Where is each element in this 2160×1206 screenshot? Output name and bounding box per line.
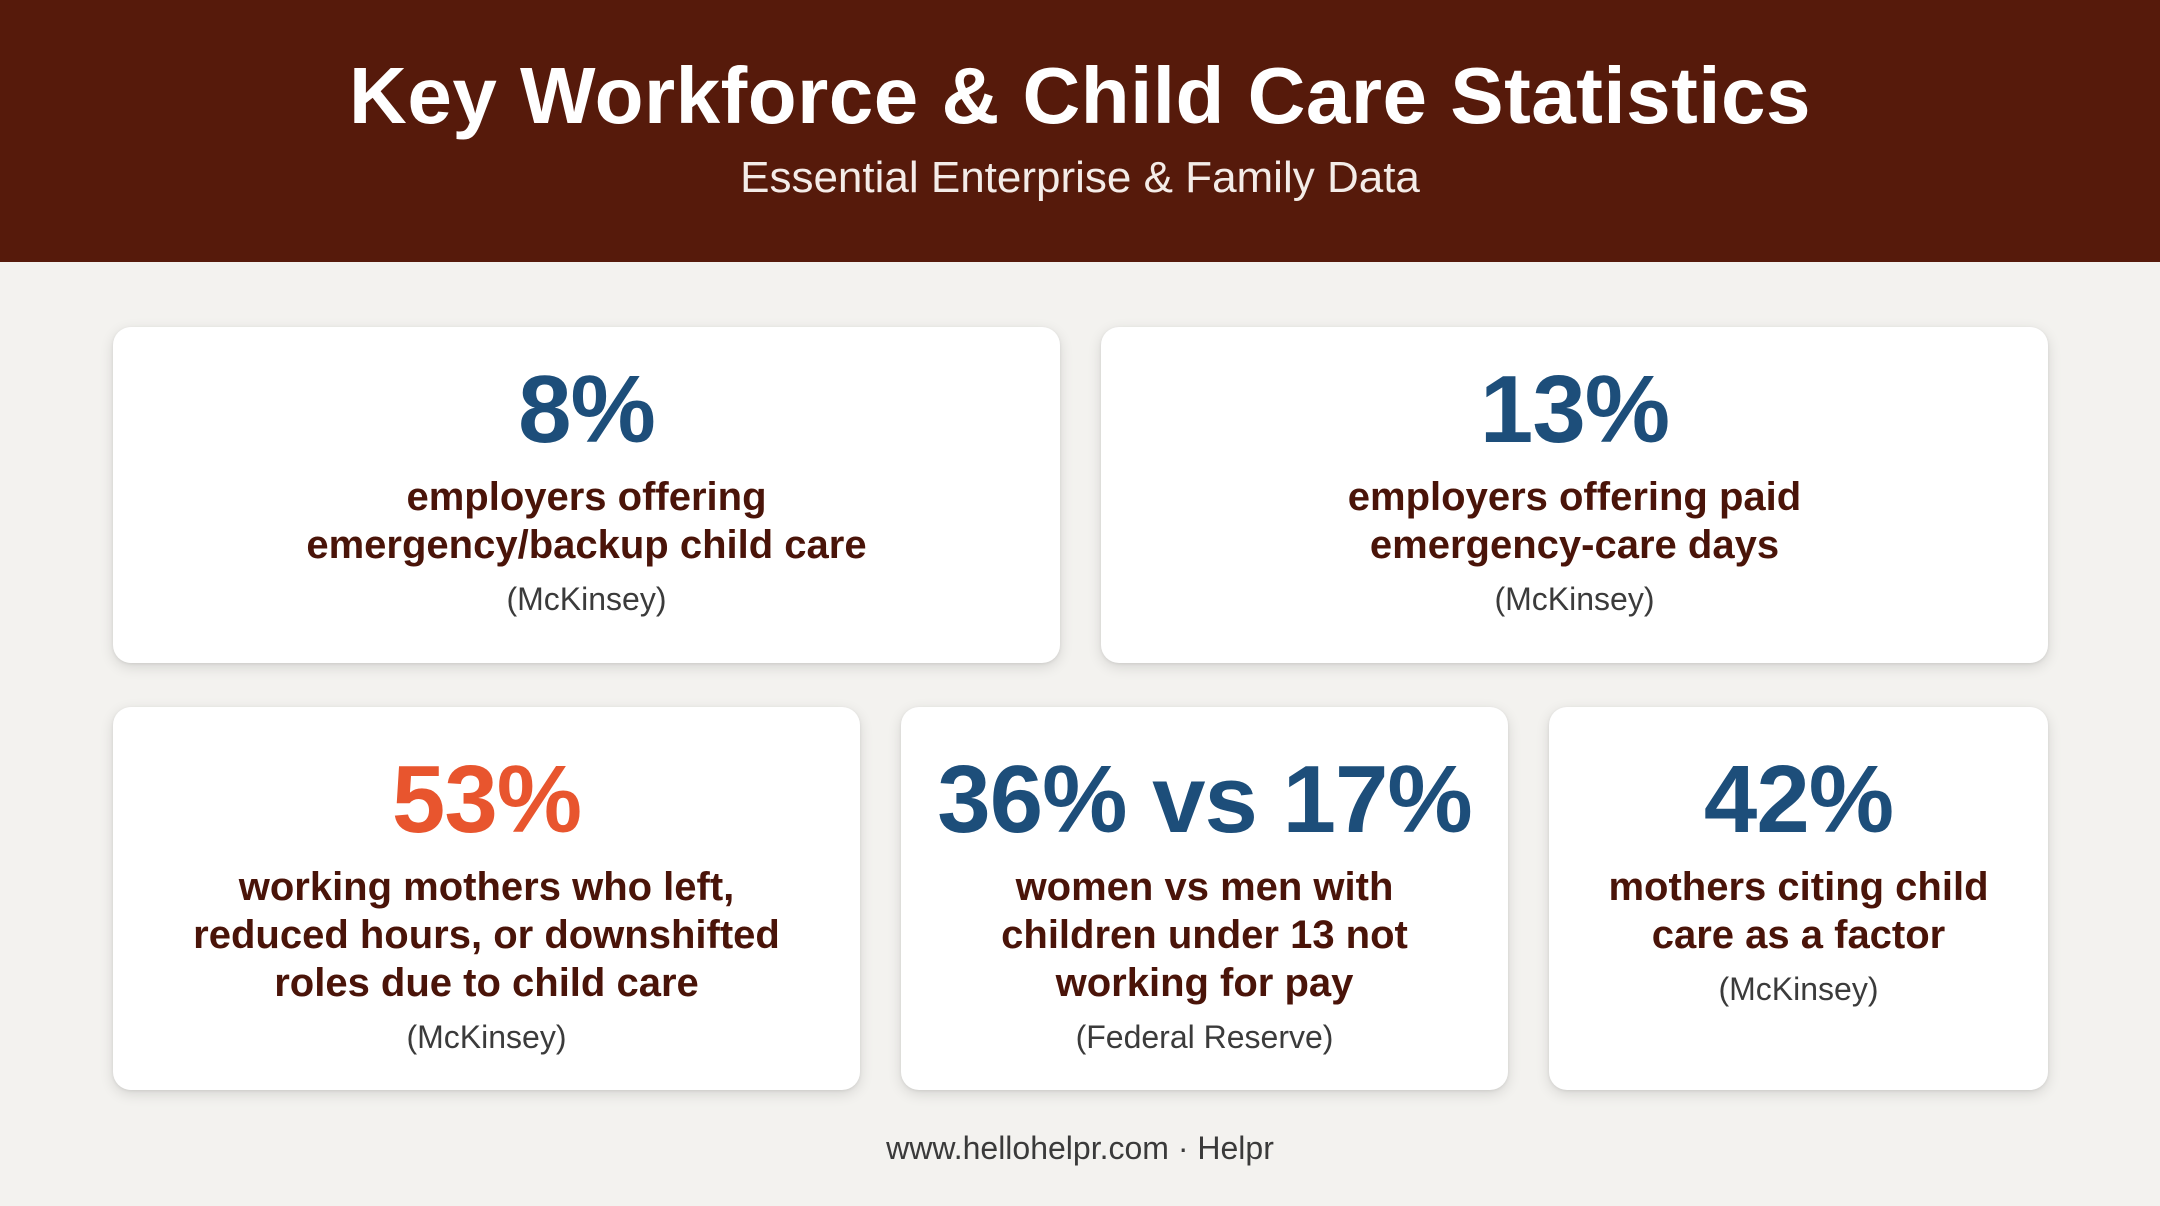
stat-card-working-mothers: 53% working mothers who left, reduced ho… <box>113 707 860 1090</box>
stat-card-mothers-citing-care: 42% mothers citing child care as a facto… <box>1549 707 2048 1090</box>
stat-source: (McKinsey) <box>1494 581 1655 617</box>
stat-source: (Federal Reserve) <box>1075 1019 1334 1055</box>
stat-description: women vs men with children under 13 not … <box>925 863 1484 1007</box>
stat-card-employers-backup-care: 8% employers offering emergency/backup c… <box>113 327 1060 663</box>
stat-value: 13% <box>1479 356 1670 463</box>
header-banner: Key Workforce & Child Care Statistics Es… <box>0 0 2160 262</box>
stat-source: (McKinsey) <box>1718 971 1879 1007</box>
stat-description-line: roles due to child care <box>274 961 699 1005</box>
stat-description: employers offering emergency/backup chil… <box>137 473 1036 569</box>
stat-value: 53% <box>391 746 582 853</box>
stat-description-line: working for pay <box>1055 961 1354 1005</box>
stat-description: employers offering paid emergency-care d… <box>1125 473 2024 569</box>
stat-value: 42% <box>1703 746 1894 853</box>
stat-value: 36% vs 17% <box>937 746 1472 853</box>
stat-description-line: care as a factor <box>1651 913 1946 957</box>
stat-source: (McKinsey) <box>506 581 667 617</box>
stat-description-line: working mothers who left, <box>238 865 735 909</box>
stat-description-line: emergency-care days <box>1369 523 1780 567</box>
footer-credit: www.hellohelpr.com · Helpr <box>886 1130 1274 1166</box>
stat-description-line: reduced hours, or downshifted <box>193 913 780 957</box>
stat-description-line: emergency/backup child care <box>306 523 867 567</box>
stat-source: (McKinsey) <box>406 1019 567 1055</box>
page-subtitle: Essential Enterprise & Family Data <box>740 153 1420 202</box>
stat-description-line: women vs men with <box>1015 865 1394 909</box>
stat-description: mothers citing child care as a factor <box>1573 863 2024 959</box>
stat-card-employers-paid-days: 13% employers offering paid emergency-ca… <box>1101 327 2048 663</box>
stat-description-line: employers offering <box>406 475 767 519</box>
stat-card-women-vs-men: 36% vs 17% women vs men with children un… <box>901 707 1508 1090</box>
stat-description: working mothers who left, reduced hours,… <box>137 863 836 1007</box>
page-title: Key Workforce & Child Care Statistics <box>349 51 1811 140</box>
stat-description-line: children under 13 not <box>1001 913 1408 957</box>
stat-description-line: mothers citing child <box>1608 865 1989 909</box>
stat-description-line: employers offering paid <box>1347 475 1802 519</box>
stat-value: 8% <box>518 356 656 463</box>
